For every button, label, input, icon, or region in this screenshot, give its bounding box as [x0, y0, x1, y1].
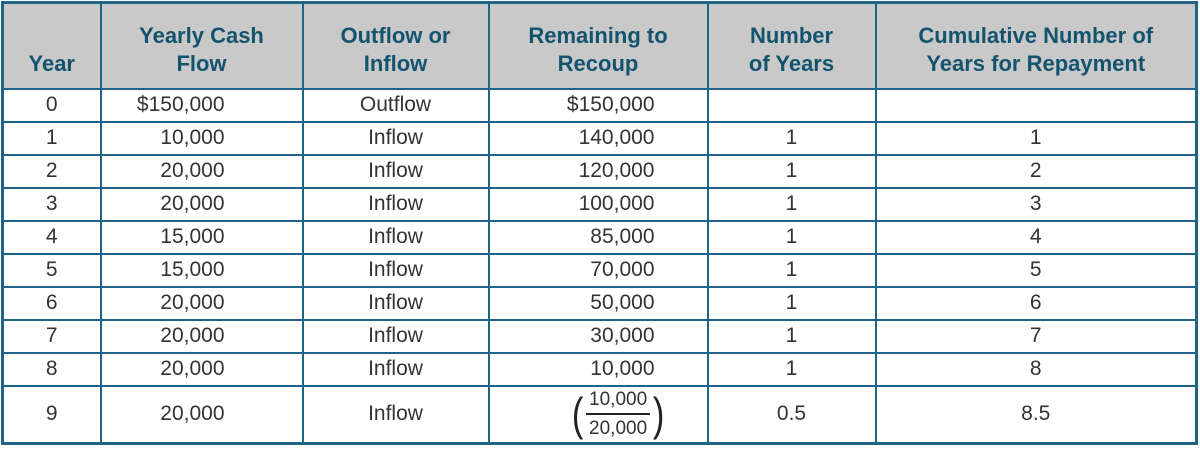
cumulative-years-cell: 8.5 [874, 384, 1198, 445]
flow-type-cell: Inflow [301, 219, 490, 255]
year-cell: 1 [1, 120, 102, 156]
fraction-numerator: 10,000 [586, 387, 651, 416]
number-of-years-cell: 0.5 [706, 384, 877, 445]
flow-type-cell: Inflow [301, 252, 490, 288]
remaining-to-recoup-cell: (10,000 20,000) [487, 384, 709, 445]
table-row: 0 $150,000 Outflow $150,000 [1, 87, 1198, 123]
cumulative-years-cell: 2 [874, 153, 1198, 189]
year-cell: 8 [1, 351, 102, 387]
number-of-years-cell: 1 [706, 351, 877, 387]
column-header-cumulative-years: Cumulative Number of Years for Repayment [874, 1, 1198, 90]
remaining-to-recoup-cell: 85,000 [487, 219, 709, 255]
year-cell: 9 [1, 384, 102, 445]
year-cell: 3 [1, 186, 102, 222]
cumulative-years-cell: 7 [874, 318, 1198, 354]
number-of-years-cell: 1 [706, 153, 877, 189]
remaining-fraction: (10,000 20,000) [570, 387, 667, 441]
number-of-years-cell [706, 87, 877, 123]
table-row: 5 15,000 Inflow 70,000 1 5 [1, 252, 1198, 288]
table-header: Year Yearly Cash Flow Outflow or Inflow … [1, 1, 1198, 90]
cumulative-years-cell: 3 [874, 186, 1198, 222]
remaining-to-recoup-cell: 30,000 [487, 318, 709, 354]
column-header-outflow-or-inflow: Outflow or Inflow [301, 1, 490, 90]
payback-period-table: Year Yearly Cash Flow Outflow or Inflow … [1, 1, 1198, 445]
fraction: 10,000 20,000 [586, 387, 651, 441]
remaining-to-recoup-cell: 120,000 [487, 153, 709, 189]
table-row: 6 20,000 Inflow 50,000 1 6 [1, 285, 1198, 321]
cumulative-years-cell: 1 [874, 120, 1198, 156]
year-cell: 4 [1, 219, 102, 255]
remaining-to-recoup-cell: 100,000 [487, 186, 709, 222]
yearly-cash-flow-cell: 20,000 [99, 153, 304, 189]
table-row: 3 20,000 Inflow 100,000 1 3 [1, 186, 1198, 222]
remaining-to-recoup-cell: 50,000 [487, 285, 709, 321]
number-of-years-cell: 1 [706, 120, 877, 156]
table-row: 7 20,000 Inflow 30,000 1 7 [1, 318, 1198, 354]
table-body: 0 $150,000 Outflow $150,000 1 10,000 Inflow 140… [1, 87, 1198, 445]
flow-type-cell: Inflow [301, 153, 490, 189]
fraction-denominator: 20,000 [589, 418, 648, 440]
yearly-cash-flow-cell: $150,000 [99, 87, 304, 123]
yearly-cash-flow-cell: 20,000 [99, 186, 304, 222]
table-row: 1 10,000 Inflow 140,000 1 1 [1, 120, 1198, 156]
table-row: 4 15,000 Inflow 85,000 1 4 [1, 219, 1198, 255]
flow-type-cell: Inflow [301, 285, 490, 321]
column-header-remaining-to-recoup: Remaining to Recoup [487, 1, 709, 90]
flow-type-cell: Inflow [301, 318, 490, 354]
table-row: 2 20,000 Inflow 120,000 1 2 [1, 153, 1198, 189]
cumulative-years-cell: 5 [874, 252, 1198, 288]
cumulative-years-cell: 8 [874, 351, 1198, 387]
year-cell: 6 [1, 285, 102, 321]
column-header-year: Year [1, 1, 102, 90]
yearly-cash-flow-cell: 20,000 [99, 351, 304, 387]
cumulative-years-cell: 4 [874, 219, 1198, 255]
number-of-years-cell: 1 [706, 285, 877, 321]
column-header-number-of-years: Number of Years [706, 1, 877, 90]
flow-type-cell: Inflow [301, 351, 490, 387]
year-cell: 0 [1, 87, 102, 123]
remaining-to-recoup-cell: 70,000 [487, 252, 709, 288]
yearly-cash-flow-cell: 15,000 [99, 219, 304, 255]
yearly-cash-flow-cell: 20,000 [99, 285, 304, 321]
table-row: 8 20,000 Inflow 10,000 1 8 [1, 351, 1198, 387]
number-of-years-cell: 1 [706, 219, 877, 255]
flow-type-cell: Inflow [301, 186, 490, 222]
close-parenthesis: ) [653, 387, 665, 440]
cumulative-years-cell: 6 [874, 285, 1198, 321]
yearly-cash-flow-cell: 20,000 [99, 318, 304, 354]
yearly-cash-flow-cell: 15,000 [99, 252, 304, 288]
year-cell: 7 [1, 318, 102, 354]
yearly-cash-flow-cell: 10,000 [99, 120, 304, 156]
number-of-years-cell: 1 [706, 318, 877, 354]
open-parenthesis: ( [571, 387, 584, 440]
remaining-to-recoup-cell: 10,000 [487, 351, 709, 387]
number-of-years-cell: 1 [706, 186, 877, 222]
remaining-to-recoup-cell: 140,000 [487, 120, 709, 156]
flow-type-cell: Inflow [301, 120, 490, 156]
column-header-yearly-cash-flow: Yearly Cash Flow [99, 1, 304, 90]
yearly-cash-flow-cell: 20,000 [99, 384, 304, 445]
header-row: Year Yearly Cash Flow Outflow or Inflow … [1, 1, 1198, 90]
flow-type-cell: Outflow [301, 87, 490, 123]
flow-type-cell: Inflow [301, 384, 490, 445]
cumulative-years-cell [874, 87, 1198, 123]
table-row: 9 20,000 Inflow(10,000 20,000) 0.5 8.5 [1, 384, 1198, 445]
remaining-to-recoup-cell: $150,000 [487, 87, 709, 123]
year-cell: 5 [1, 252, 102, 288]
year-cell: 2 [1, 153, 102, 189]
number-of-years-cell: 1 [706, 252, 877, 288]
